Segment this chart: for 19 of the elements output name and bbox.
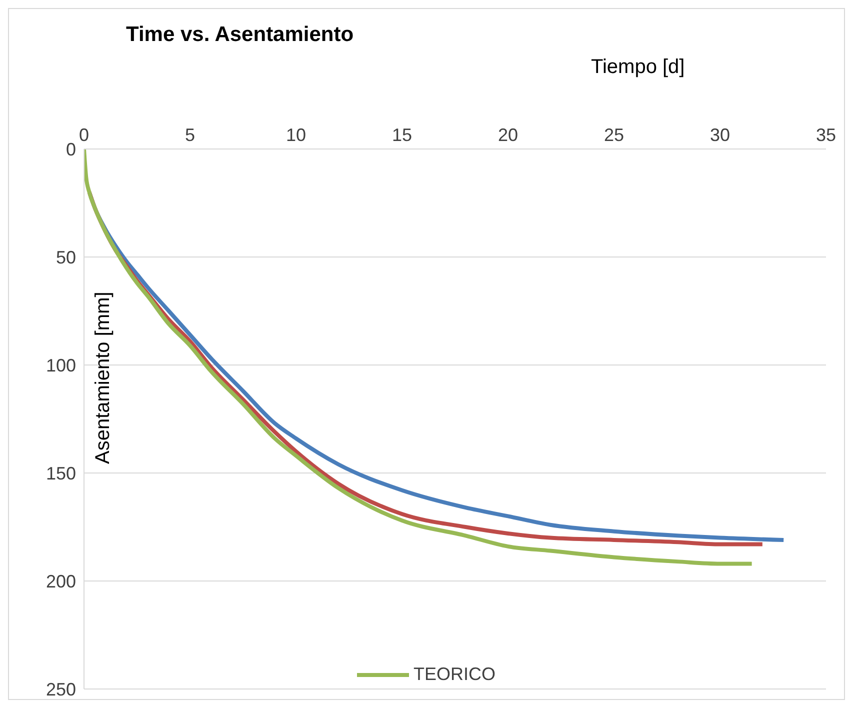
x-tick-label: 15: [392, 125, 412, 145]
y-tick-label: 0: [66, 139, 76, 160]
y-axis-title: Asentamiento [mm]: [92, 292, 115, 464]
y-tick-label: 50: [56, 247, 76, 268]
x-tick-label: 0: [78, 125, 90, 145]
x-tick-label: 20: [498, 125, 518, 145]
x-axis-title: Tiempo [d]: [591, 56, 685, 79]
x-tick-label: 30: [710, 125, 730, 145]
x-tick-label: 10: [286, 125, 306, 145]
x-tick-label: 25: [604, 125, 624, 145]
y-tick-label: 200: [46, 571, 76, 592]
y-tick-label: 150: [46, 463, 76, 484]
x-tick-label: 5: [184, 125, 196, 145]
chart-title: Time vs. Asentamiento: [126, 23, 354, 47]
y-tick-label: 100: [46, 355, 76, 376]
y-tick-label: 250: [46, 679, 76, 700]
line-series: [84, 149, 754, 566]
legend-label: TEORICO: [413, 664, 496, 685]
x-tick-label: 35: [816, 125, 836, 145]
